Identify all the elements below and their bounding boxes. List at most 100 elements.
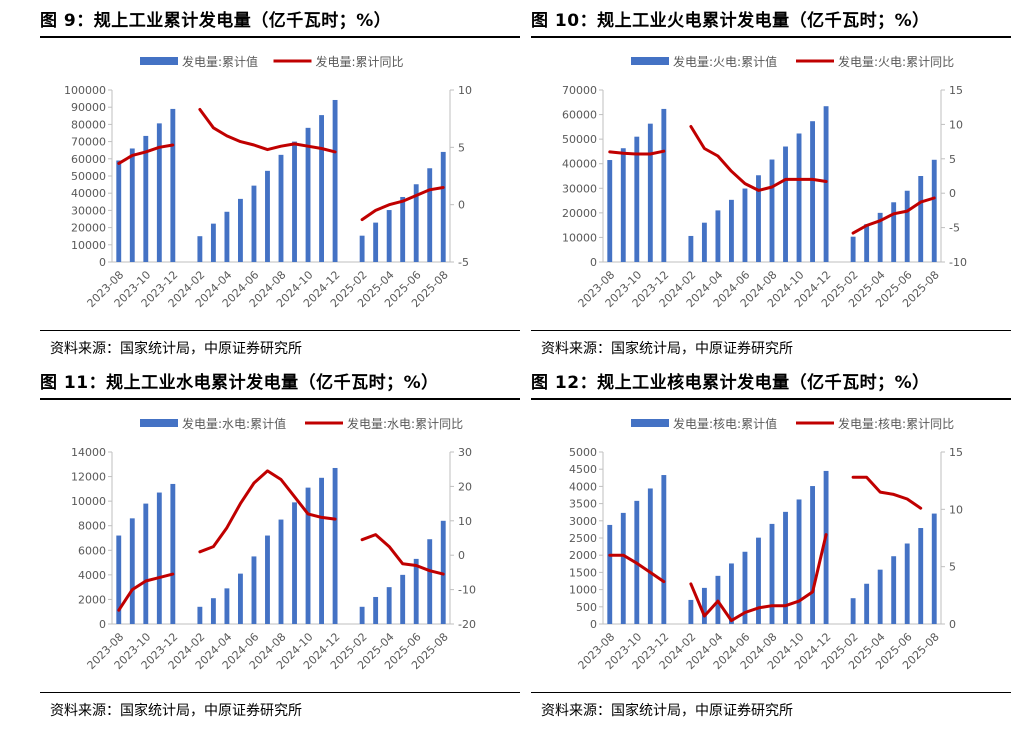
bar [701, 222, 707, 262]
series-line [608, 149, 666, 156]
bar [729, 199, 734, 262]
chart-title: 图 11：规上工业水电累计发电量（亿千瓦时；%） [40, 373, 439, 393]
chart-12: 发电量:核电:累计值 发电量:核电:累计同比 0 500 1000 1500 2000 250… [569, 416, 963, 672]
bar [715, 210, 721, 262]
y-left-tick-label: 4000 [78, 569, 106, 582]
bar [647, 488, 653, 624]
bar [251, 556, 257, 624]
bar [756, 175, 761, 262]
bar [400, 196, 406, 262]
source-divider [531, 692, 1011, 693]
bar [143, 503, 149, 624]
bar [170, 483, 176, 624]
y-left-tick-label: 500 [576, 601, 597, 614]
chart-9: 发电量:累计值 发电量:累计同比 0 10000 20000 30000 40000 5000… [64, 54, 472, 310]
bar [305, 487, 311, 624]
y-right-tick-label: 10 [949, 503, 963, 516]
y-right-tick-label: -5 [949, 222, 960, 235]
title-divider [531, 36, 1011, 38]
bar [647, 123, 653, 262]
bar [278, 154, 284, 262]
y-right-tick-label: 10 [458, 515, 472, 528]
y-left-tick-label: 1000 [569, 584, 597, 597]
bar [783, 511, 788, 624]
bar [386, 587, 392, 624]
y-left-tick-label: 3000 [569, 515, 597, 528]
y-left-tick-label: 1500 [569, 566, 597, 579]
bar [386, 210, 392, 262]
y-right-tick-label: 10 [949, 118, 963, 131]
chart-title: 图 12：规上工业核电累计发电量（亿千瓦时；%） [531, 373, 930, 393]
bar [850, 236, 856, 262]
bar [413, 558, 419, 624]
bar [756, 537, 761, 624]
y-left-tick-label: 0 [99, 256, 106, 269]
bar [359, 235, 365, 262]
bar [891, 556, 897, 624]
legend-bar-label: 发电量:水电:累计值 [182, 416, 286, 431]
chart-panel-11: 图 11：规上工业水电累计发电量（亿千瓦时；%） 发电量:水电:累计值 发电量:水… [40, 362, 520, 732]
bar [864, 224, 870, 262]
y-left-tick-label: 100000 [64, 84, 106, 97]
chart-panel-9: 图 9：规上工业累计发电量（亿千瓦时；%） 发电量:累计值 发电量:累计同比 0 10… [40, 0, 520, 370]
bar [292, 502, 297, 624]
y-left-tick-label: 5000 [569, 446, 597, 459]
y-left-tick-label: 70000 [71, 136, 106, 149]
bar [440, 520, 446, 624]
bar [319, 477, 324, 624]
y-left-tick-label: 2500 [569, 532, 597, 545]
source-note: 资料来源：国家统计局，中原证券研究所 [541, 341, 793, 357]
y-left-tick-label: 50000 [71, 170, 106, 183]
title-divider [40, 398, 520, 400]
bar [607, 524, 613, 624]
source-divider [40, 330, 520, 331]
chart-11: 发电量:水电:累计值 发电量:水电:累计同比 0 2000 4000 6000 8000 10… [71, 416, 476, 672]
bar [265, 170, 270, 262]
y-left-tick-label: 6000 [78, 544, 106, 557]
source-note: 资料来源：国家统计局，中原证券研究所 [50, 703, 302, 719]
bar [701, 587, 707, 624]
bar [210, 223, 216, 262]
bar [116, 535, 122, 624]
y-right-tick-label: 10 [458, 84, 472, 97]
bar [224, 588, 230, 624]
y-left-tick-label: 90000 [71, 101, 106, 114]
legend-bar-swatch [631, 57, 669, 65]
y-left-tick-label: 3500 [569, 498, 597, 511]
series-line [360, 186, 445, 222]
y-right-tick-label: 5 [949, 153, 956, 166]
bar [877, 212, 883, 262]
bar [742, 188, 748, 262]
y-left-tick-label: 20000 [562, 207, 597, 220]
y-right-tick-label: 5 [949, 561, 956, 574]
bar [823, 470, 829, 624]
y-right-tick-label: 15 [949, 84, 963, 97]
legend-bar-swatch [631, 419, 669, 427]
bar [373, 596, 379, 624]
y-left-tick-label: 8000 [78, 520, 106, 533]
y-left-tick-label: 40000 [71, 187, 106, 200]
y-left-tick-label: 14000 [71, 446, 106, 459]
bar [796, 133, 802, 262]
source-note: 资料来源：国家统计局，中原证券研究所 [50, 341, 302, 357]
series-line [851, 475, 923, 510]
bar [810, 121, 815, 262]
title-divider [40, 36, 520, 38]
bar [238, 198, 243, 262]
y-left-tick-label: 60000 [562, 109, 597, 122]
y-left-tick-label: 70000 [562, 84, 597, 97]
bar [156, 492, 162, 624]
bar [891, 202, 897, 262]
bar [810, 486, 815, 624]
bar [427, 539, 433, 624]
bar [688, 235, 694, 262]
y-right-tick-label: 15 [949, 446, 963, 459]
bar [373, 222, 379, 262]
bar [931, 513, 937, 624]
y-left-tick-label: 12000 [71, 471, 106, 484]
legend-line-label: 发电量:火电:累计同比 [838, 54, 954, 69]
legend-line-label: 发电量:核电:累计同比 [838, 416, 954, 431]
series-line [360, 533, 445, 576]
bar [319, 115, 324, 262]
bar [877, 569, 883, 624]
